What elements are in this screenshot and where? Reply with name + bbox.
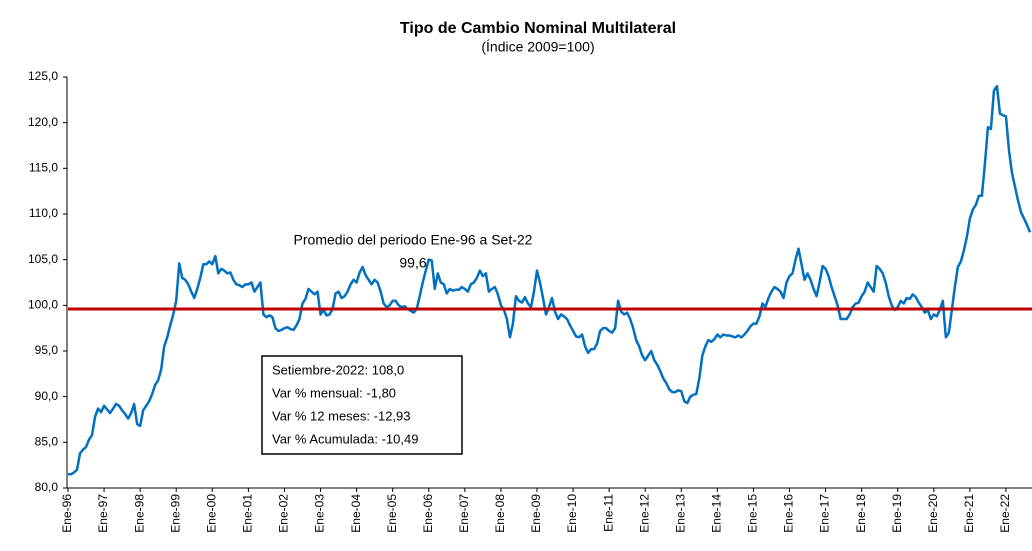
x-tick-label: Ene-13 [673, 494, 687, 533]
x-tick-label: Ene-04 [349, 494, 363, 533]
x-tick-label: Ene-06 [421, 494, 435, 533]
info-line: Setiembre-2022: 108,0 [272, 362, 404, 377]
info-line: Var % Acumulada: -10,49 [272, 431, 418, 446]
info-line: Var % mensual: -1,80 [272, 385, 396, 400]
x-tick-label: Ene-01 [241, 494, 255, 533]
x-tick-label: Ene-02 [277, 494, 291, 533]
y-tick-label: 95,0 [35, 343, 59, 357]
x-tick-label: Ene-17 [818, 494, 832, 533]
y-tick-label: 100,0 [28, 298, 58, 312]
x-tick-label: Ene-20 [926, 494, 940, 533]
x-tick-label: Ene-21 [962, 494, 976, 533]
x-tick-label: Ene-08 [493, 494, 507, 533]
x-tick-label: Ene-00 [204, 494, 218, 533]
x-tick-label: Ene-12 [637, 494, 651, 533]
y-tick-label: 115,0 [29, 161, 58, 175]
info-box [261, 355, 463, 455]
y-tick-label: 110,0 [29, 206, 58, 220]
y-tick-label: 85,0 [35, 435, 59, 449]
x-tick-label: Ene-07 [457, 494, 471, 533]
y-tick-label: 125,0 [28, 69, 58, 83]
x-tick-label: Ene-98 [132, 494, 146, 533]
x-tick-label: Ene-03 [313, 494, 327, 533]
chart-subtitle: (Índice 2009=100) [481, 39, 594, 55]
x-tick-label: Ene-18 [854, 494, 868, 533]
chart-title: Tipo de Cambio Nominal Multilateral [400, 20, 676, 37]
x-tick-label: Ene-22 [998, 494, 1012, 533]
x-tick-label: Ene-19 [890, 494, 904, 533]
y-tick-label: 80,0 [35, 480, 59, 494]
average-annotation: Promedio del periodo Ene-96 a Set-22 [294, 232, 533, 248]
x-tick-label: Ene-16 [782, 494, 796, 533]
x-tick-label: Ene-11 [601, 494, 615, 532]
x-tick-label: Ene-10 [565, 494, 579, 533]
y-tick-label: 120,0 [28, 115, 58, 129]
x-tick-label: Ene-09 [529, 494, 543, 533]
x-tick-label: Ene-99 [168, 494, 182, 533]
average-label: 99,6 [399, 255, 426, 271]
x-tick-label: Ene-14 [710, 494, 724, 533]
info-line: Var % 12 meses: -12,93 [272, 408, 411, 423]
x-tick-label: Ene-05 [385, 494, 399, 533]
y-tick-label: 105,0 [28, 252, 58, 266]
x-tick-label: Ene-97 [96, 494, 110, 533]
x-tick-label: Ene-15 [746, 494, 760, 533]
series-line [68, 84, 1032, 476]
x-tick-label: Ene-96 [60, 494, 74, 533]
y-tick-label: 90,0 [35, 389, 59, 403]
